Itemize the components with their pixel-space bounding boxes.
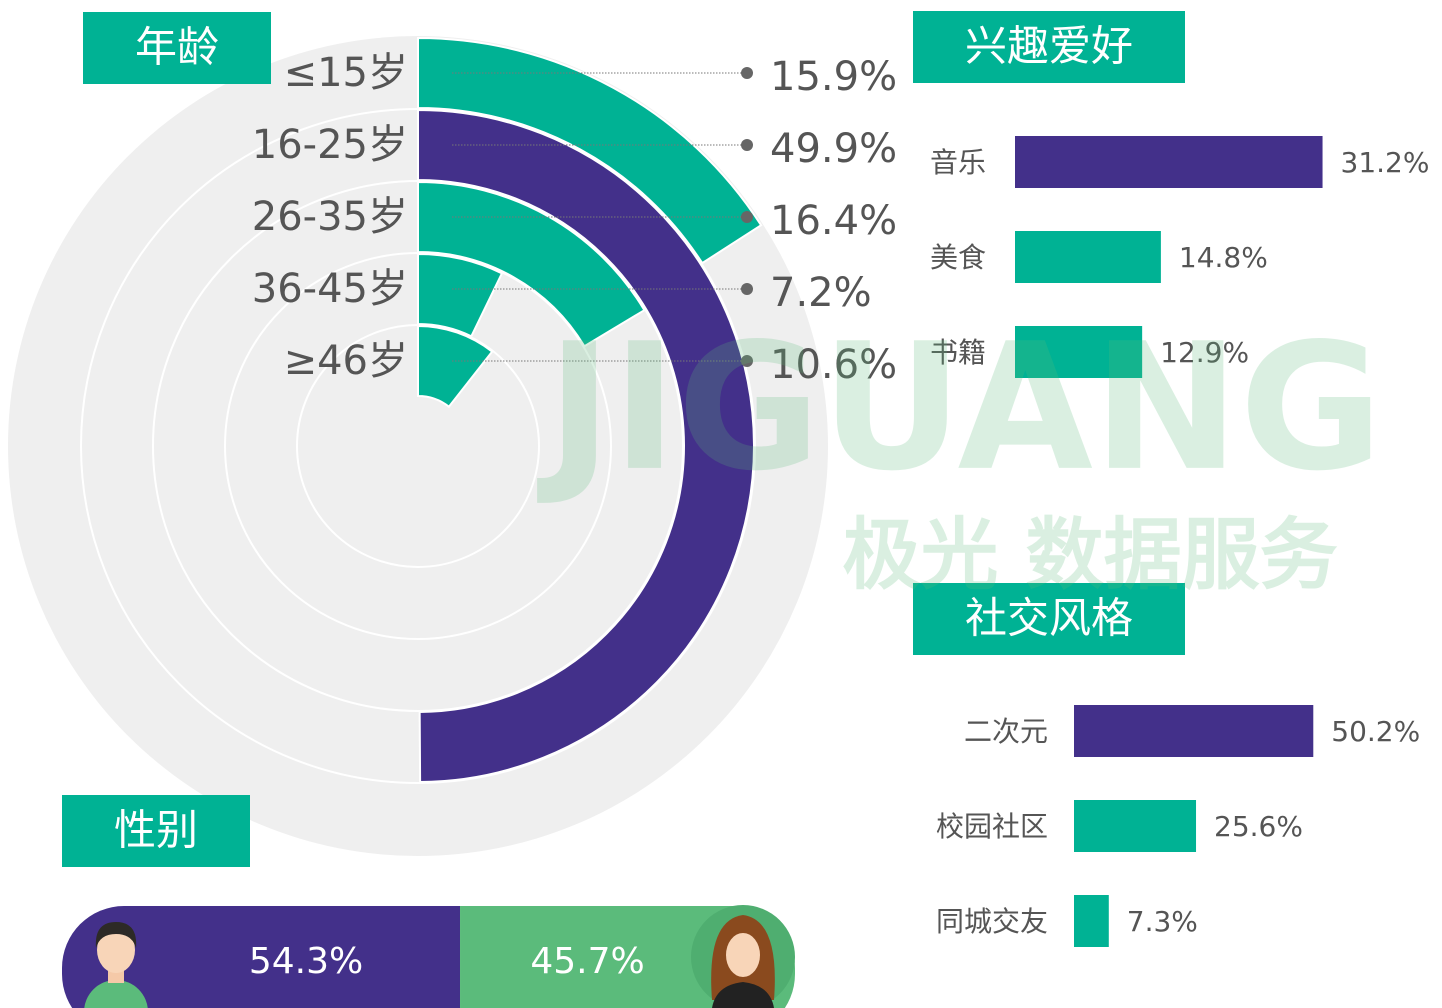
leader-dot — [741, 211, 753, 223]
category-label: ≥46岁 — [284, 338, 408, 384]
watermark-subtitle: 极光 数据服务 — [842, 510, 1337, 600]
leader-dot — [741, 67, 753, 79]
category-label: 美食 — [930, 241, 986, 274]
stacked-bar — [62, 906, 795, 1008]
leader-dot — [741, 283, 753, 295]
bar — [1074, 800, 1196, 852]
watermark-title: JIGUANG — [537, 307, 1383, 510]
bar — [1074, 895, 1109, 947]
value-label: 14.8% — [1179, 241, 1268, 274]
category-label: 音乐 — [930, 146, 986, 179]
chart-title: 年龄 — [135, 23, 219, 72]
category-label: ≤15岁 — [284, 50, 408, 96]
category-label: 同城交友 — [936, 905, 1048, 938]
value-label: 49.9% — [770, 126, 897, 172]
value-label: 7.3% — [1127, 905, 1198, 938]
chart-title: 社交风格 — [965, 594, 1133, 643]
value-label: 16.4% — [770, 198, 897, 244]
category-label: 校园社区 — [936, 810, 1048, 843]
bar — [1015, 136, 1323, 188]
value-label: 31.2% — [1341, 146, 1430, 179]
chart-title: 兴趣爱好 — [965, 22, 1133, 71]
value-label: 50.2% — [1331, 715, 1420, 748]
value-label: 54.3% — [249, 941, 363, 982]
value-label: 15.9% — [770, 54, 897, 100]
value-label: 25.6% — [1214, 810, 1303, 843]
category-label: 36-45岁 — [252, 266, 408, 312]
bar — [1074, 705, 1313, 757]
category-label: 16-25岁 — [252, 122, 408, 168]
category-label: 26-35岁 — [252, 194, 408, 240]
value-label: 45.7% — [530, 941, 644, 982]
chart-title: 性别 — [114, 806, 198, 855]
female-face — [726, 933, 760, 977]
category-label: 二次元 — [964, 715, 1048, 748]
bar — [1015, 231, 1161, 283]
infographic: 年龄 ≤15岁 15.9% 16-25岁 49.9% 26-35岁 16.4% 36-45岁 7… — [0, 0, 1442, 1008]
leader-dot — [741, 139, 753, 151]
